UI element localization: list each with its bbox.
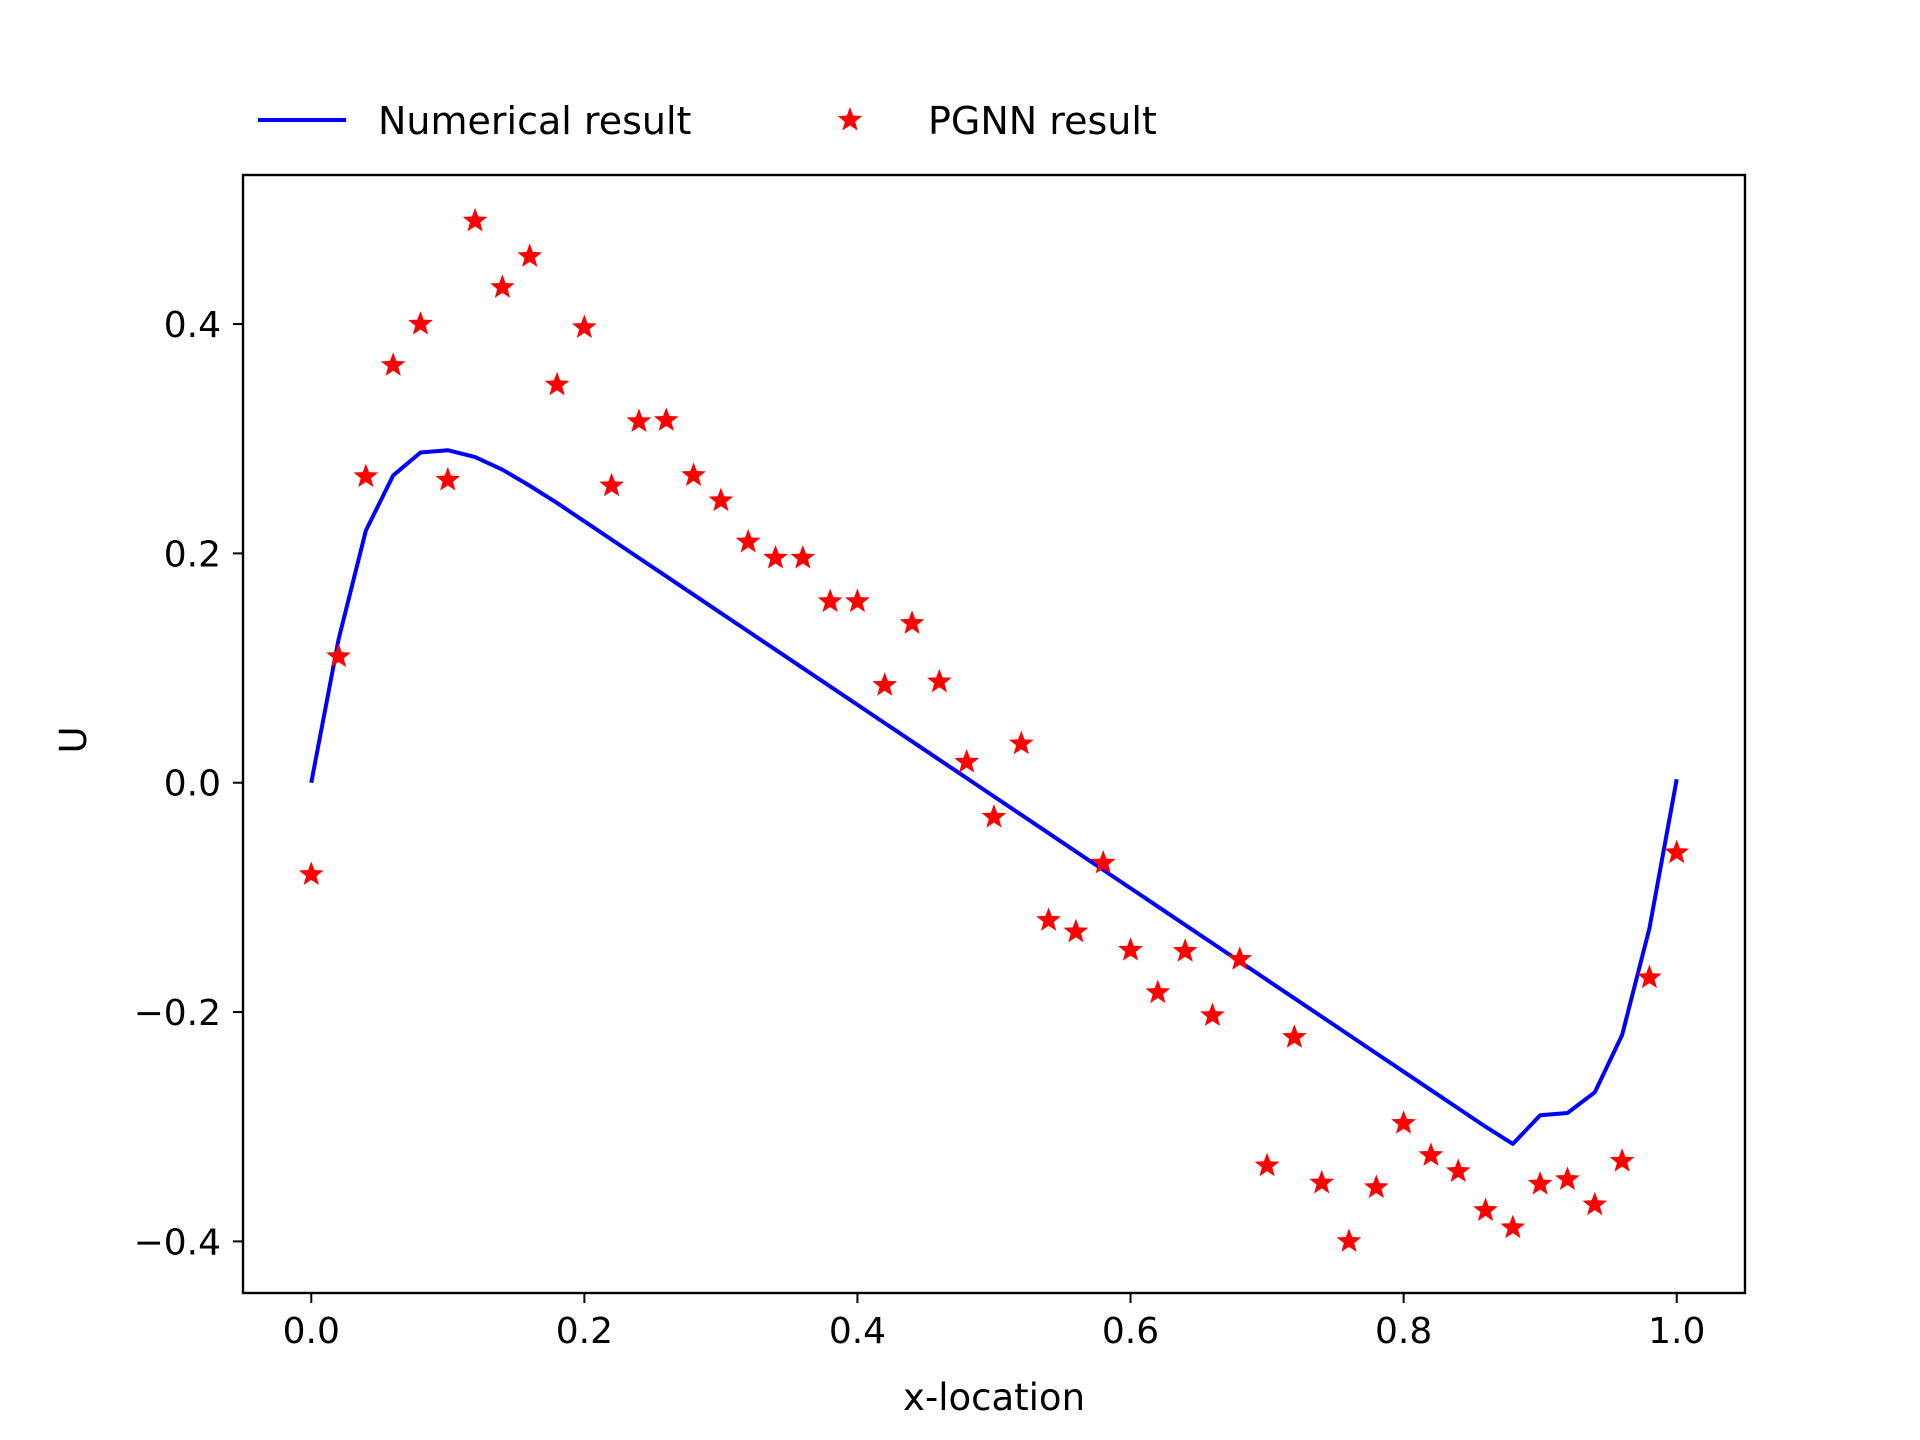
data-point-pgnn: [490, 274, 515, 298]
data-point-pgnn: [626, 408, 652, 433]
data-point-pgnn: [408, 311, 433, 335]
data-point-pgnn: [599, 472, 625, 497]
data-point-pgnn: [1309, 1169, 1335, 1194]
data-point-pgnn: [298, 861, 324, 885]
data-point-pgnn: [1145, 979, 1171, 1004]
y-tick-label: 0.2: [164, 534, 221, 575]
data-point-pgnn: [517, 243, 543, 267]
data-point-pgnn: [353, 463, 379, 488]
data-point-pgnn: [1118, 937, 1143, 961]
data-point-pgnn: [899, 610, 925, 634]
data-point-pgnn: [954, 749, 980, 773]
data-point-pgnn: [790, 544, 816, 569]
data-point-pgnn: [1473, 1197, 1498, 1221]
plot-area-frame: [241, 173, 1747, 1295]
data-point-pgnn: [1582, 1191, 1608, 1216]
data-point-pgnn: [1008, 730, 1034, 755]
x-tick-label: 0.4: [829, 1311, 886, 1352]
data-point-pgnn: [544, 371, 570, 396]
data-point-pgnn: [1200, 1002, 1225, 1027]
data-point-pgnn: [1336, 1228, 1362, 1252]
legend: Numerical result PGNN result: [258, 99, 1157, 143]
data-point-pgnn: [845, 588, 870, 613]
x-tick-label: 0.8: [1375, 1311, 1432, 1352]
y-tick-label: 0.0: [164, 764, 221, 805]
x-tick-label: 1.0: [1648, 1311, 1705, 1352]
x-tick-label: 0.6: [1102, 1311, 1159, 1352]
x-tick-label: 0.0: [283, 1311, 340, 1352]
data-point-pgnn: [1609, 1148, 1635, 1172]
legend-label-numerical: Numerical result: [378, 99, 691, 143]
data-point-pgnn: [681, 462, 706, 486]
data-point-pgnn: [1637, 964, 1662, 989]
data-point-pgnn: [1445, 1158, 1471, 1182]
data-point-pgnn: [1500, 1214, 1526, 1239]
data-point-pgnn: [326, 643, 351, 668]
data-point-pgnn: [817, 588, 843, 613]
x-axis-label: x-location: [903, 1376, 1085, 1419]
data-point-pgnn: [1172, 938, 1198, 962]
data-point-pgnn: [1363, 1174, 1389, 1199]
y-tick-label: −0.4: [134, 1222, 221, 1263]
y-tick-label: 0.4: [164, 305, 221, 346]
data-point-pgnn: [653, 407, 679, 431]
data-point-pgnn: [981, 804, 1007, 828]
legend-label-pgnn: PGNN result: [928, 99, 1157, 143]
y-axis: 0.4 0.2 0.0 −0.2 −0.4: [134, 305, 243, 1263]
data-point-pgnn: [735, 528, 761, 553]
legend-star-swatch: [837, 107, 863, 131]
data-point-pgnn: [927, 668, 952, 693]
y-tick-label: −0.2: [134, 993, 221, 1034]
data-point-pgnn: [1090, 850, 1116, 874]
data-point-pgnn: [763, 544, 788, 569]
data-point-pgnn: [572, 314, 597, 339]
data-point-pgnn: [1227, 946, 1253, 970]
y-axis-label: U: [52, 726, 95, 753]
x-axis: 0.0 0.2 0.4 0.6 0.8 1.0: [283, 1293, 1705, 1352]
data-point-pgnn: [1664, 839, 1690, 864]
data-point-pgnn: [1555, 1166, 1580, 1190]
x-tick-label: 0.2: [556, 1311, 613, 1352]
data-point-pgnn: [1418, 1142, 1444, 1166]
data-point-pgnn: [1063, 918, 1089, 943]
data-point-pgnn: [1254, 1152, 1280, 1177]
data-point-pgnn: [1391, 1110, 1416, 1134]
data-point-pgnn: [462, 207, 488, 232]
series-layer: [298, 207, 1690, 1252]
data-point-pgnn: [1527, 1171, 1553, 1195]
data-point-pgnn: [380, 352, 406, 376]
data-point-pgnn: [435, 467, 461, 491]
data-point-pgnn: [1036, 907, 1061, 931]
data-point-pgnn: [872, 672, 898, 696]
data-point-pgnn: [1282, 1024, 1307, 1048]
data-point-pgnn: [708, 487, 734, 512]
series-line-numerical: [309, 448, 1679, 1146]
